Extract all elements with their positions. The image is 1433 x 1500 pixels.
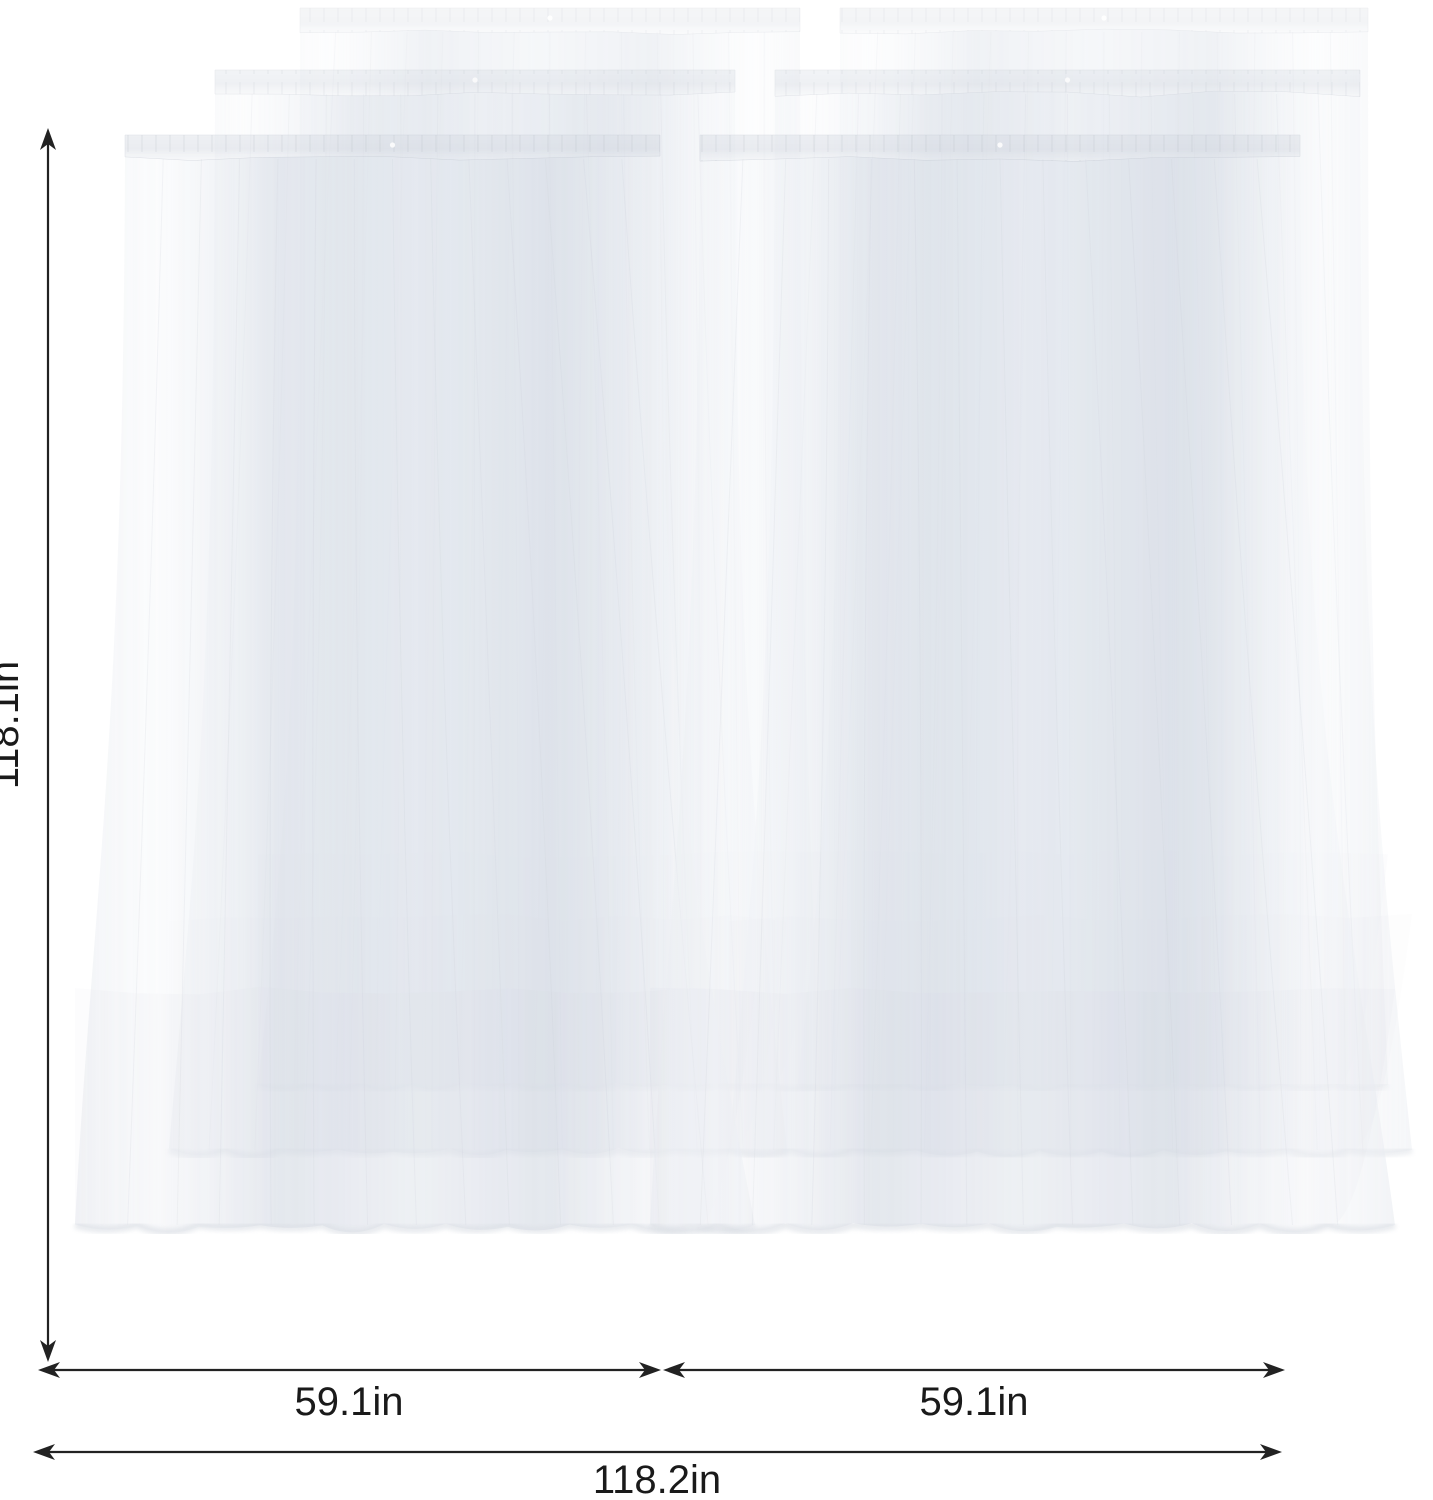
- svg-text:118.1in: 118.1in: [0, 661, 27, 789]
- svg-text:118.2in: 118.2in: [593, 1458, 721, 1500]
- svg-text:59.1in: 59.1in: [295, 1380, 404, 1424]
- svg-text:59.1in: 59.1in: [920, 1380, 1029, 1424]
